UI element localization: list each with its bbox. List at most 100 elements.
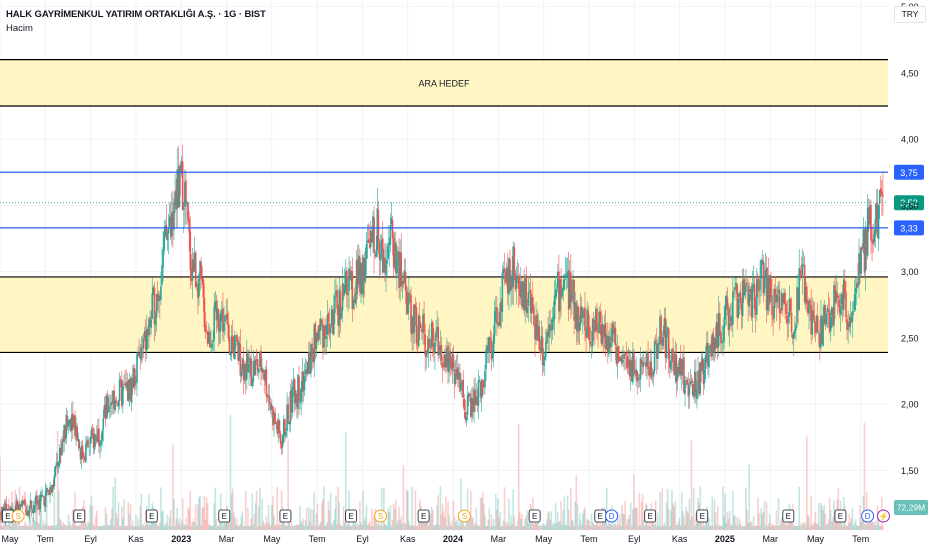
event-marker[interactable]: E (218, 509, 231, 523)
event-marker[interactable]: E (594, 509, 607, 523)
volume-bar (372, 525, 374, 530)
candle-body (325, 336, 328, 340)
candle-body (120, 379, 123, 406)
event-marker[interactable]: E (696, 509, 709, 523)
volume-bar (329, 492, 332, 530)
volume-indicator-label[interactable]: Hacim (6, 23, 33, 34)
candle-body (683, 357, 685, 393)
volume-bar (167, 525, 170, 530)
volume-bar (716, 506, 719, 530)
volume-bar (236, 518, 238, 530)
volume-bar (341, 525, 344, 530)
candle-body (171, 212, 173, 236)
candle-body (515, 277, 518, 289)
candle-body (298, 376, 300, 402)
event-marker[interactable]: D (605, 509, 619, 523)
event-marker[interactable]: E (2, 509, 14, 523)
candle-body (343, 285, 346, 294)
candle-body (794, 328, 796, 334)
candle-body (490, 340, 493, 360)
volume-bar (859, 505, 861, 530)
volume-bar (141, 525, 144, 530)
candle-body (826, 307, 829, 313)
volume-bar (116, 517, 119, 530)
event-marker[interactable]: D (861, 509, 875, 523)
candle-body (312, 356, 314, 363)
candle-body (80, 446, 83, 460)
candle-body (708, 348, 710, 368)
candle-body (84, 458, 86, 461)
candle-body (165, 225, 168, 240)
volume-bar (15, 519, 18, 530)
volume-bar (725, 522, 728, 530)
candle-body (98, 428, 100, 446)
volume-bar (849, 521, 852, 530)
candle-body (149, 317, 151, 327)
volume-bar (40, 487, 43, 530)
candle-body (123, 384, 125, 386)
volume-bar (434, 524, 436, 530)
candle-body (379, 252, 382, 262)
candle-body (229, 352, 232, 356)
candle-body (142, 338, 145, 349)
candle-body (285, 431, 287, 437)
event-marker[interactable]: E (528, 509, 541, 523)
candle-body (210, 346, 212, 348)
volume-bar (72, 509, 74, 530)
event-marker[interactable]: E (145, 509, 158, 523)
candle-body (657, 343, 659, 360)
event-marker[interactable]: ⚡ (876, 509, 890, 523)
candle-body (109, 406, 111, 409)
candle-body (237, 339, 239, 361)
candle-body (441, 362, 444, 368)
candle-body (179, 165, 182, 173)
volume-bar (35, 498, 37, 530)
volume-bar (858, 525, 860, 530)
candle-body (566, 271, 569, 276)
volume-bar (476, 524, 479, 530)
volume-bar (166, 514, 169, 530)
event-marker[interactable]: E (279, 509, 292, 523)
candle-body (788, 298, 791, 318)
candle-body (879, 188, 882, 193)
event-marker[interactable]: E (834, 509, 847, 523)
event-marker[interactable]: E (345, 509, 358, 523)
volume-bar (421, 515, 423, 530)
event-marker[interactable]: S (374, 509, 388, 523)
symbol-title[interactable]: HALK GAYRİMENKUL YATIRIM ORTAKLIĞI A.Ş. … (6, 9, 266, 20)
candle-body (352, 299, 355, 309)
event-marker[interactable]: E (644, 509, 657, 523)
candle-body (704, 355, 707, 369)
volume-bar (741, 525, 744, 530)
volume-bar (784, 523, 786, 530)
candle-body (773, 289, 775, 319)
candle-body (710, 344, 712, 358)
event-marker[interactable]: S (11, 509, 25, 523)
candle-body (721, 341, 723, 343)
candle-body (25, 506, 27, 515)
volume-bar (448, 515, 450, 530)
volume-bar (186, 525, 188, 530)
event-marker[interactable]: E (417, 509, 430, 523)
volume-bar (769, 514, 771, 530)
event-marker[interactable]: S (457, 509, 471, 523)
event-marker[interactable]: E (782, 509, 795, 523)
candle-body (174, 191, 176, 205)
volume-bar (632, 509, 634, 530)
volume-bar (97, 525, 99, 530)
volume-bar (149, 525, 151, 530)
volume-bar (700, 519, 703, 530)
volume-bar (126, 525, 129, 530)
volume-bar (51, 525, 53, 530)
candle-body (775, 294, 778, 303)
volume-bar (291, 525, 294, 530)
currency-badge[interactable]: TRY (894, 6, 926, 23)
candle-body (503, 268, 506, 273)
volume-bar (533, 524, 535, 530)
volume-bar (214, 487, 217, 530)
event-marker[interactable]: E (73, 509, 86, 523)
volume-bar (305, 507, 308, 530)
volume-bar (139, 505, 142, 530)
volume-bar (808, 517, 810, 530)
